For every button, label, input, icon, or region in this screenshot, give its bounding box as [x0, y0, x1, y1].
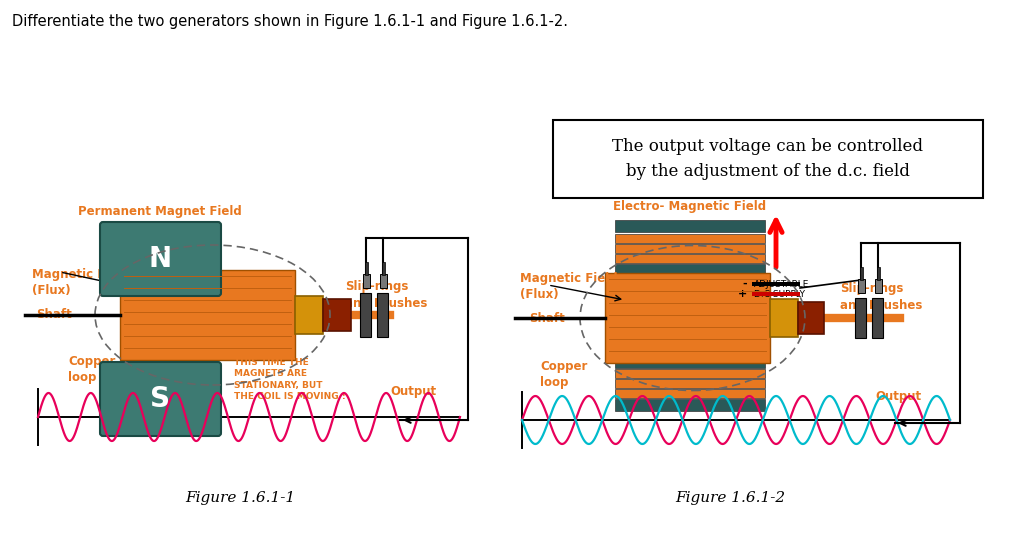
Bar — [553, 120, 983, 198]
Bar — [615, 399, 765, 411]
Text: Shaft: Shaft — [529, 312, 565, 324]
Bar — [120, 270, 295, 360]
Bar — [323, 299, 351, 331]
Bar — [615, 379, 765, 388]
Text: Figure 1.6.1-2: Figure 1.6.1-2 — [675, 491, 785, 505]
Bar — [382, 262, 385, 275]
Bar — [615, 356, 765, 368]
Bar — [360, 293, 371, 337]
Text: Figure 1.6.1-1: Figure 1.6.1-1 — [185, 491, 295, 505]
FancyBboxPatch shape — [100, 222, 221, 296]
Text: Copper
loop: Copper loop — [540, 360, 587, 389]
Bar — [615, 220, 765, 232]
Bar — [752, 282, 800, 286]
Bar — [872, 298, 883, 338]
FancyBboxPatch shape — [100, 362, 221, 436]
Bar — [605, 273, 770, 363]
Text: +: + — [738, 289, 747, 299]
Text: Slip-rings
and Brushes: Slip-rings and Brushes — [840, 282, 923, 312]
Text: -: - — [742, 279, 747, 289]
Bar — [798, 302, 824, 334]
Bar — [752, 292, 800, 296]
Bar — [363, 274, 370, 288]
Bar — [615, 254, 765, 263]
Bar — [875, 279, 882, 293]
Bar — [770, 299, 798, 337]
Text: The output voltage can be controlled
by the adjustment of the d.c. field: The output voltage can be controlled by … — [612, 138, 924, 180]
Bar — [295, 296, 323, 334]
Text: Copper
loop: Copper loop — [68, 355, 116, 384]
Bar — [615, 234, 765, 243]
Bar — [615, 244, 765, 253]
Bar — [380, 274, 387, 288]
Bar — [860, 267, 863, 280]
Text: Magnetic Field
(Flux): Magnetic Field (Flux) — [32, 268, 130, 297]
Text: Permanent Magnet Field: Permanent Magnet Field — [78, 205, 242, 218]
Text: Slip-rings
and Brushes: Slip-rings and Brushes — [345, 280, 427, 310]
Bar — [855, 298, 866, 338]
Text: Output: Output — [875, 390, 921, 403]
Text: Electro- Magnetic Field: Electro- Magnetic Field — [613, 200, 767, 213]
Text: Differentiate the two generators shown in Figure 1.6.1-1 and Figure 1.6.1-2.: Differentiate the two generators shown i… — [12, 14, 568, 29]
Text: S: S — [150, 385, 170, 413]
Bar — [615, 264, 765, 276]
Text: ADJUSTABLE
D.C SUPPLY: ADJUSTABLE D.C SUPPLY — [754, 280, 809, 299]
Text: THIS TIME THE
MAGNETS ARE
STATIONARY, BUT
THE COIL IS MOVING !: THIS TIME THE MAGNETS ARE STATIONARY, BU… — [234, 358, 346, 402]
Bar — [877, 267, 880, 280]
Text: Shaft: Shaft — [37, 308, 72, 321]
Bar — [615, 389, 765, 398]
Text: Magnetic Field
(Flux): Magnetic Field (Flux) — [520, 272, 618, 301]
Bar — [615, 369, 765, 378]
Text: Output: Output — [390, 385, 436, 398]
Bar — [377, 293, 388, 337]
Text: N: N — [149, 245, 172, 273]
Bar — [365, 262, 368, 275]
Bar — [858, 279, 865, 293]
